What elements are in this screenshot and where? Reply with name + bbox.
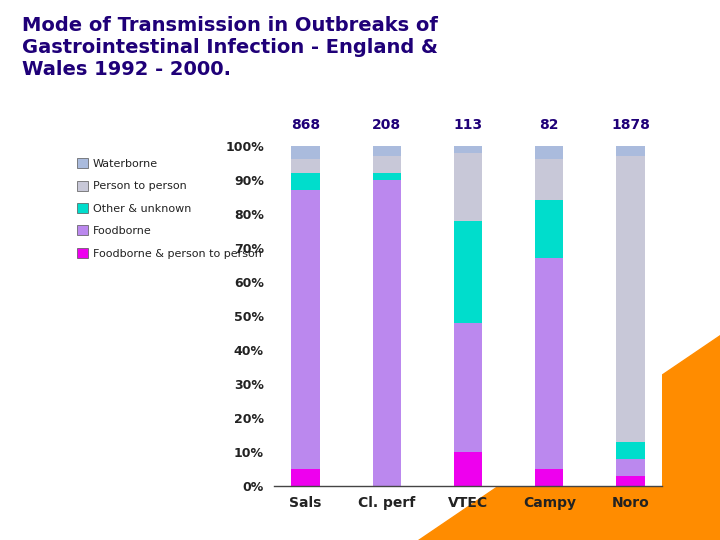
Bar (454, 153, 482, 221)
Bar (535, 200, 564, 258)
Bar (616, 442, 644, 459)
Bar (454, 221, 482, 323)
Bar (616, 476, 644, 486)
Bar (292, 146, 320, 159)
Bar (372, 156, 401, 173)
Bar (616, 146, 644, 156)
Bar (292, 190, 320, 469)
Bar (535, 146, 564, 159)
Text: 82: 82 (539, 118, 559, 132)
Bar (616, 156, 644, 442)
Bar (454, 146, 482, 153)
Bar (454, 452, 482, 486)
Bar (535, 159, 564, 200)
Text: 1878: 1878 (611, 118, 650, 132)
Text: 113: 113 (454, 118, 482, 132)
Bar (292, 469, 320, 486)
Bar (535, 469, 564, 486)
Text: Mode of Transmission in Outbreaks of
Gastrointestinal Infection - England &
Wale: Mode of Transmission in Outbreaks of Gas… (22, 16, 438, 79)
Bar (454, 323, 482, 452)
Text: 868: 868 (291, 118, 320, 132)
Bar (292, 159, 320, 173)
Legend: Waterborne, Person to person, Other & unknown, Foodborne, Foodborne & person to : Waterborne, Person to person, Other & un… (77, 158, 261, 259)
Bar (372, 180, 401, 486)
Text: 208: 208 (372, 118, 401, 132)
Bar (292, 173, 320, 190)
Bar (372, 146, 401, 156)
Bar (372, 173, 401, 180)
Bar (535, 258, 564, 469)
Bar (616, 459, 644, 476)
